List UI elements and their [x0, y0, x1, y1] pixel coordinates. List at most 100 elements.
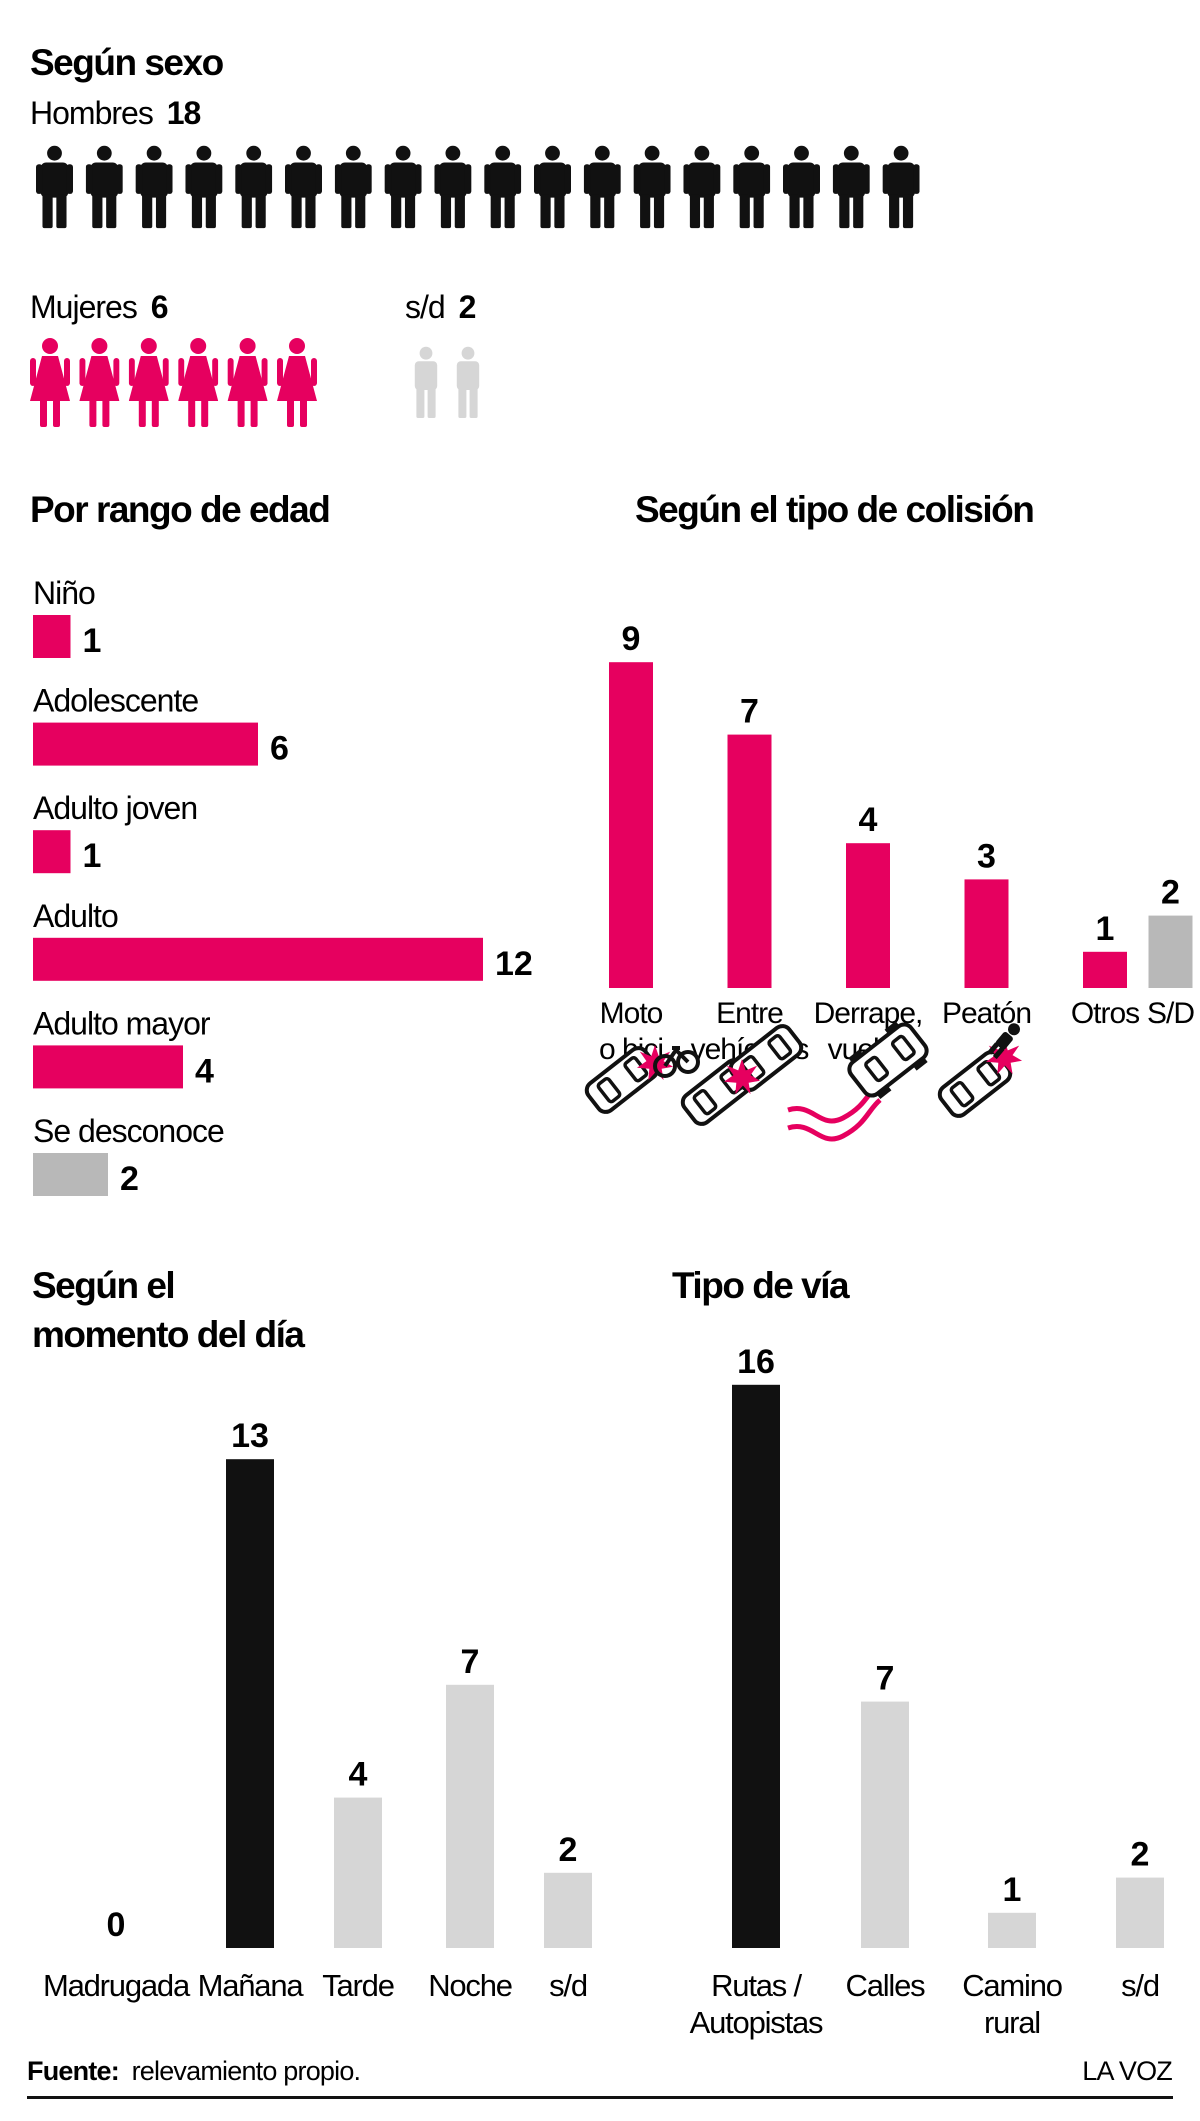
time-bar [544, 1872, 592, 1948]
collision-category-label: Otros [1071, 997, 1139, 1030]
age-value-label: 2 [120, 1160, 139, 1198]
time-category-label: Mañana [198, 1968, 305, 2003]
collision-value-label: 9 [622, 620, 641, 658]
time-title-line-2: momento del día [32, 1314, 305, 1355]
age-bar [33, 1045, 183, 1089]
time-bar [226, 1459, 274, 1948]
collision-value-label: 7 [740, 693, 759, 731]
road-category-label: Autopistas [690, 2005, 823, 2040]
man-icon [832, 145, 870, 229]
age-section: Por rango de edad Niño 1 Adolescente 6 Adult… [30, 489, 533, 1198]
road-value-label: 7 [876, 1660, 895, 1698]
woman-icon [128, 338, 169, 427]
man-icon [882, 145, 920, 229]
time-section: Según el momento del día 0 Madrugada 13 Mañ… [32, 1265, 592, 2003]
age-value-label: 12 [495, 945, 533, 983]
age-value-label: 1 [83, 837, 102, 875]
collision-bar [964, 879, 1009, 988]
time-category-label: Madrugada [43, 1968, 191, 2003]
unknown-person-icon [456, 346, 480, 418]
collision-category-label: S/D [1147, 997, 1194, 1030]
age-bar [33, 722, 258, 766]
time-category-label: Noche [428, 1968, 512, 2003]
road-bar [732, 1384, 780, 1948]
man-icon [534, 145, 571, 229]
age-value-label: 6 [270, 730, 289, 768]
collision-bar [1148, 915, 1193, 988]
age-value-label: 1 [83, 622, 102, 660]
time-bar-chart: 0 Madrugada 13 Mañana 4 Tarde 7 Noche 2 s/d [43, 1417, 592, 2003]
sex-title: Según sexo [30, 42, 224, 83]
man-icon [285, 145, 322, 229]
man-icon [783, 145, 820, 229]
man-icon [434, 145, 472, 229]
women-pictogram-row [30, 338, 317, 427]
collision-bar [727, 734, 772, 988]
footer: Fuente: relevamiento propio. LA VOZ [27, 2056, 1173, 2099]
age-value-label: 4 [195, 1052, 214, 1090]
collision-bar [846, 843, 890, 988]
brand-credit: LA VOZ [1082, 2056, 1172, 2086]
age-bar [33, 1153, 108, 1196]
road-value-label: 16 [737, 1343, 775, 1381]
road-bar [1116, 1877, 1164, 1948]
woman-icon [79, 338, 120, 427]
source-label: Fuente: [27, 2056, 119, 2086]
sex-section: Según sexo Hombres 18 Mujeres 6 s/d 2 [30, 42, 920, 427]
source-text: relevamiento propio. [132, 2056, 361, 2086]
collision-value-label: 4 [859, 801, 878, 839]
car-pedestrian-collision-icon [934, 1023, 1023, 1122]
age-category-label: Se desconoce [33, 1113, 224, 1149]
man-icon [484, 145, 522, 229]
age-category-label: Adulto [33, 898, 118, 934]
road-category-label: s/d [1121, 1968, 1159, 2003]
man-icon [36, 145, 73, 229]
unknown-sex-label: s/d 2 [405, 289, 476, 325]
age-bar [33, 615, 71, 658]
road-category-label: Calles [846, 1968, 926, 2003]
woman-icon [277, 338, 317, 427]
age-bar-chart: Niño 1 Adolescente 6 Adulto joven 1 Adulto 12 Ad… [33, 575, 533, 1198]
men-series-name: Hombres [30, 95, 153, 131]
men-pictogram-row [36, 145, 920, 229]
man-icon [583, 145, 621, 229]
time-title-line-1: Según el [32, 1265, 174, 1306]
unknown-sex-pictogram-row [414, 346, 480, 418]
road-value-label: 1 [1003, 1871, 1022, 1909]
road-value-label: 2 [1131, 1836, 1150, 1874]
time-value-label: 0 [107, 1906, 126, 1944]
men-value: 18 [167, 95, 201, 131]
car-skid-icon [787, 1021, 929, 1142]
men-label: Hombres 18 [30, 95, 201, 131]
age-bar [33, 937, 483, 981]
unknown-sex-value: 2 [459, 289, 476, 325]
collision-bar [1083, 951, 1127, 988]
man-icon [135, 145, 173, 229]
road-bar [861, 1701, 909, 1948]
time-value-label: 2 [559, 1831, 578, 1869]
woman-icon [178, 338, 219, 427]
woman-icon [227, 338, 268, 427]
age-category-label: Niño [33, 575, 95, 611]
man-icon [633, 145, 671, 229]
collision-value-label: 3 [977, 837, 996, 875]
road-category-label: Rutas / [711, 1968, 802, 2003]
age-category-label: Adolescente [33, 683, 198, 719]
age-title: Por rango de edad [30, 489, 329, 530]
collision-title: Según el tipo de colisión [635, 489, 1033, 530]
collision-bar [609, 662, 653, 988]
man-icon [334, 145, 372, 229]
age-category-label: Adulto mayor [33, 1005, 211, 1041]
women-label: Mujeres 6 [30, 289, 168, 325]
collision-category-label: Entre [716, 997, 783, 1030]
car-bike-collision-icon [581, 1042, 700, 1118]
time-category-label: Tarde [322, 1968, 394, 2003]
man-icon [85, 145, 123, 229]
road-category-label: Camino [962, 1968, 1062, 2003]
time-value-label: 13 [231, 1417, 269, 1455]
road-bar [988, 1912, 1036, 1948]
road-title: Tipo de vía [672, 1265, 850, 1306]
man-icon [733, 145, 771, 229]
